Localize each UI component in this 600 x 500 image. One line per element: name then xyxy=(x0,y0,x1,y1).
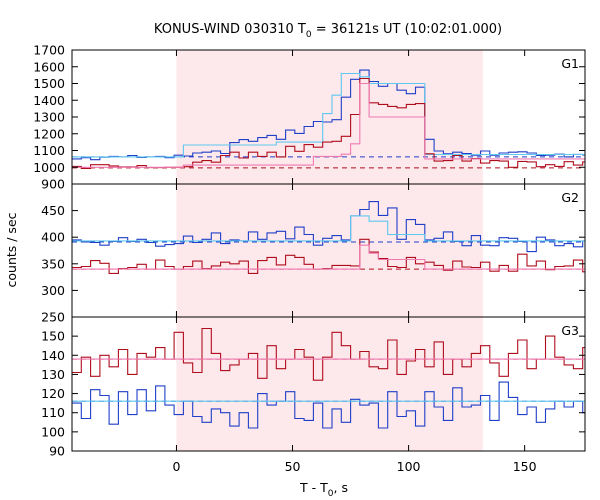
series-pink-g1 xyxy=(72,82,585,168)
x-tick-label: 50 xyxy=(285,459,301,474)
y-tick-label: 110 xyxy=(41,405,65,420)
panel-label: G3 xyxy=(561,323,579,338)
y-tick-label: 150 xyxy=(41,329,65,344)
panel-g2: 250 300 350 400 450 G2 xyxy=(41,183,586,325)
y-tick-label: 120 xyxy=(41,386,65,401)
series-blue-g3 xyxy=(72,381,585,429)
series-cyan-g2 xyxy=(72,215,585,242)
x-tick-label: 0 xyxy=(172,459,180,474)
shaded-interval xyxy=(176,184,483,317)
panels-group: 90010001100120013001400150016001700G1250… xyxy=(33,43,586,474)
y-tick-label: 130 xyxy=(41,367,65,382)
y-tick-label: 1200 xyxy=(33,126,65,141)
x-tick-label: 150 xyxy=(513,459,537,474)
y-tick-label: 1000 xyxy=(33,160,65,175)
y-tick-label: 90 xyxy=(49,444,65,459)
series-pink-g2 xyxy=(72,244,585,270)
series-blue-g2 xyxy=(72,201,585,253)
panel-label: G1 xyxy=(561,56,579,71)
y-tick-label: 1500 xyxy=(33,76,65,91)
y-tick-label: 1700 xyxy=(33,43,65,58)
y-tick-label: 1400 xyxy=(33,93,65,108)
chart-title: KONUS-WIND 030310 T0 = 36121s UT (10:02:… xyxy=(154,22,502,40)
y-tick-label: 400 xyxy=(41,230,65,245)
series-cyan-g1 xyxy=(72,72,585,158)
y-tick-label: 900 xyxy=(41,177,65,192)
x-tick-label: 100 xyxy=(397,459,421,474)
y-tick-label: 140 xyxy=(41,348,65,363)
shaded-interval xyxy=(176,50,483,184)
y-axis-label: counts / sec xyxy=(4,212,19,287)
y-tick-label: 250 xyxy=(41,310,65,325)
y-tick-label: 350 xyxy=(41,256,65,271)
series-red-g3 xyxy=(72,327,585,381)
panel-frame xyxy=(71,316,586,452)
shaded-interval xyxy=(176,317,483,451)
panel-label: G2 xyxy=(561,190,579,205)
panel-g3: 90 100 110 120 130 140 150 G3 xyxy=(41,316,586,459)
y-tick-label: 300 xyxy=(41,283,65,298)
y-tick-label: 450 xyxy=(41,203,65,218)
y-tick-label: 100 xyxy=(41,424,65,439)
x-axis-label: T - T0, s xyxy=(299,480,348,499)
y-tick-label: 1300 xyxy=(33,110,65,125)
y-tick-label: 1600 xyxy=(33,59,65,74)
y-tick-label: 1100 xyxy=(33,143,65,158)
